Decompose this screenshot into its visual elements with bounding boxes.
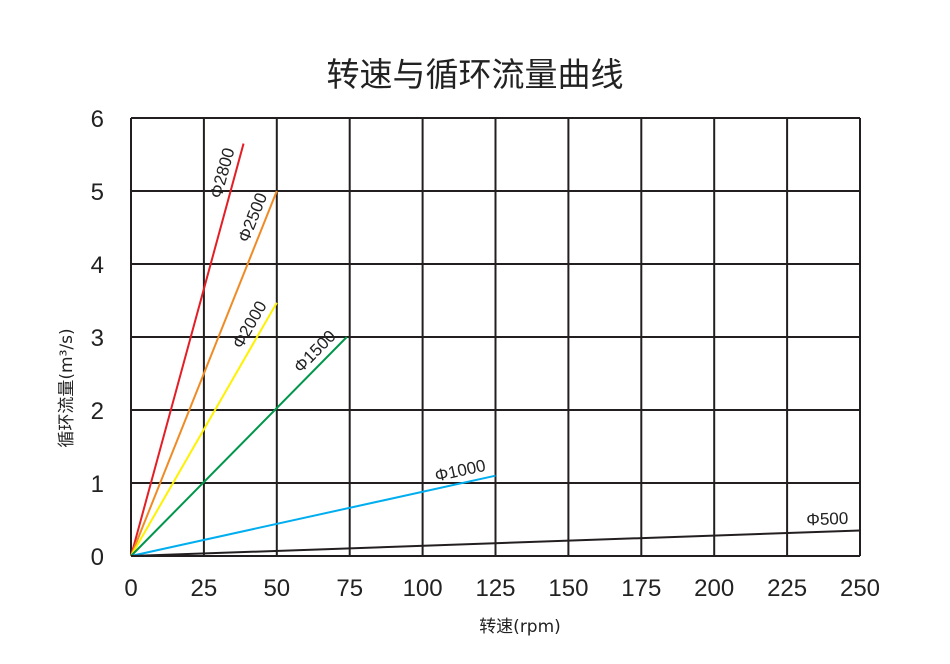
- x-tick-label: 75: [336, 575, 363, 602]
- x-tick-label: 100: [403, 575, 443, 602]
- x-tick-label: 50: [263, 575, 290, 602]
- series-line: [130, 529, 861, 557]
- x-tick-label: 0: [124, 575, 137, 602]
- series-label: Φ1000: [433, 456, 487, 486]
- y-tick-label: 5: [91, 179, 104, 206]
- series-line: [130, 474, 496, 557]
- y-tick-labels: 0 1 2 3 4 5 6: [91, 106, 104, 571]
- y-tick-label: 2: [91, 398, 104, 425]
- y-tick-label: 3: [91, 325, 104, 352]
- x-tick-label: 225: [767, 575, 807, 602]
- series-label: Φ2800: [207, 146, 239, 201]
- y-tick-label: 0: [91, 544, 104, 571]
- x-axis-label: 转速(rpm): [479, 617, 561, 637]
- series-line: [130, 336, 348, 557]
- y-tick-label: 1: [91, 471, 104, 498]
- chart-title: 转速与循环流量曲线: [326, 55, 624, 94]
- y-axis-label: 循环流量(m³/s): [57, 328, 77, 447]
- x-tick-label: 125: [475, 575, 515, 602]
- x-tick-label: 25: [191, 575, 218, 602]
- series-line: [130, 143, 245, 557]
- x-tick-label: 200: [694, 575, 734, 602]
- y-tick-label: 6: [91, 106, 104, 133]
- x-tick-label: 150: [548, 575, 588, 602]
- y-tick-label: 4: [91, 252, 104, 279]
- x-tick-labels: 0 25 50 75 100 125 150 175 200 225 250: [124, 575, 880, 602]
- x-tick-label: 250: [840, 575, 880, 602]
- series-line: [130, 302, 278, 557]
- series-line: [130, 190, 278, 557]
- series-lines: [130, 143, 861, 557]
- x-tick-label: 175: [621, 575, 661, 602]
- series-label: Φ500: [806, 509, 849, 529]
